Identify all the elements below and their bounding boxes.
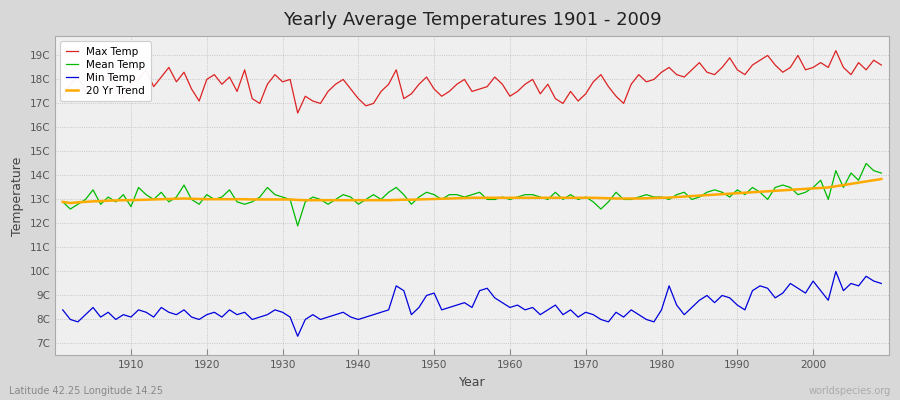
20 Yr Trend xyxy=(876,177,886,182)
Line: Mean Temp: Mean Temp xyxy=(63,164,881,226)
20 Yr Trend xyxy=(603,196,614,201)
Max Temp xyxy=(284,77,295,82)
Mean Temp xyxy=(118,192,129,197)
Max Temp xyxy=(512,89,523,94)
Max Temp xyxy=(58,94,68,99)
Max Temp xyxy=(831,48,842,53)
Min Temp xyxy=(118,312,129,317)
20 Yr Trend xyxy=(65,201,76,206)
Title: Yearly Average Temperatures 1901 - 2009: Yearly Average Temperatures 1901 - 2009 xyxy=(283,11,662,29)
X-axis label: Year: Year xyxy=(459,376,485,389)
Text: Latitude 42.25 Longitude 14.25: Latitude 42.25 Longitude 14.25 xyxy=(9,386,163,396)
20 Yr Trend xyxy=(505,195,516,200)
Text: worldspecies.org: worldspecies.org xyxy=(809,386,891,396)
Line: Min Temp: Min Temp xyxy=(63,272,881,336)
Mean Temp xyxy=(603,200,614,204)
Max Temp xyxy=(876,63,886,68)
Max Temp xyxy=(292,111,303,116)
Min Temp xyxy=(284,315,295,320)
20 Yr Trend xyxy=(58,200,68,204)
20 Yr Trend xyxy=(512,195,523,200)
Min Temp xyxy=(831,269,842,274)
Mean Temp xyxy=(58,200,68,204)
Min Temp xyxy=(512,303,523,308)
Min Temp xyxy=(505,305,516,310)
Min Temp xyxy=(58,308,68,312)
Mean Temp xyxy=(860,161,871,166)
20 Yr Trend xyxy=(292,198,303,202)
Mean Temp xyxy=(512,195,523,200)
Mean Temp xyxy=(505,197,516,202)
Line: Max Temp: Max Temp xyxy=(63,51,881,113)
Min Temp xyxy=(876,281,886,286)
Min Temp xyxy=(292,334,303,339)
20 Yr Trend xyxy=(338,198,348,202)
Max Temp xyxy=(603,84,614,89)
Mean Temp xyxy=(292,224,303,228)
20 Yr Trend xyxy=(125,198,136,202)
Mean Temp xyxy=(284,197,295,202)
Min Temp xyxy=(338,310,348,315)
Max Temp xyxy=(338,77,348,82)
Mean Temp xyxy=(876,171,886,176)
Min Temp xyxy=(603,320,614,324)
Y-axis label: Temperature: Temperature xyxy=(11,156,24,236)
Max Temp xyxy=(505,94,516,99)
Mean Temp xyxy=(338,192,348,197)
Line: 20 Yr Trend: 20 Yr Trend xyxy=(63,179,881,203)
Max Temp xyxy=(118,96,129,101)
Legend: Max Temp, Mean Temp, Min Temp, 20 Yr Trend: Max Temp, Mean Temp, Min Temp, 20 Yr Tre… xyxy=(60,42,150,101)
